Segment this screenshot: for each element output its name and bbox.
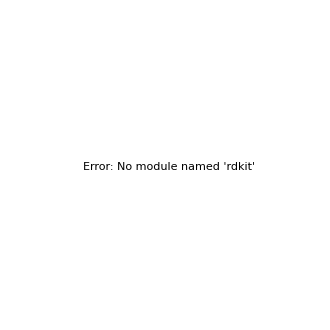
Text: Error: No module named 'rdkit': Error: No module named 'rdkit'	[83, 162, 255, 172]
